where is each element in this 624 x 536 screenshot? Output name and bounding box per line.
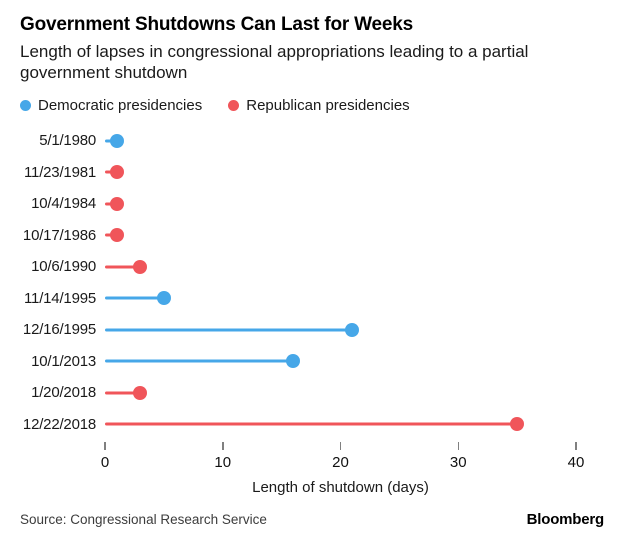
row-plot — [105, 345, 604, 377]
lollipop-stem — [105, 296, 164, 300]
lollipop-dot — [510, 417, 525, 432]
lollipop-dot — [133, 259, 148, 274]
chart-row: 11/14/1995 — [20, 282, 604, 314]
chart-subtitle: Length of lapses in congressional approp… — [20, 41, 529, 82]
x-tick-label: 10 — [214, 453, 232, 471]
x-axis-title: Length of shutdown (days) — [252, 478, 429, 496]
lollipop-dot — [109, 196, 124, 211]
chart-row: 12/22/2018 — [20, 408, 604, 440]
x-tick-mark — [104, 441, 106, 450]
lollipop-dot — [156, 291, 171, 306]
chart-row: 10/4/1984 — [20, 188, 604, 220]
row-label: 10/4/1984 — [31, 195, 96, 213]
legend: Democratic presidencies Republican presi… — [20, 97, 604, 114]
democratic-dot-icon — [20, 99, 31, 111]
lollipop-stem — [105, 422, 518, 426]
lollipop-stem — [105, 359, 294, 363]
row-label: 10/17/1986 — [22, 226, 96, 244]
row-plot — [105, 219, 604, 251]
x-tick-mark — [339, 441, 342, 450]
lollipop-stem — [105, 328, 353, 332]
row-label: 10/1/2013 — [31, 352, 96, 370]
lollipop-chart: 5/1/1980 11/23/1981 10/4/1984 10/17/1986 10/… — [20, 125, 604, 440]
chart-row: 11/23/1981 — [20, 156, 604, 188]
row-plot — [105, 408, 604, 440]
chart-row: 1/20/2018 — [20, 377, 604, 409]
row-label: 1/20/2018 — [31, 384, 96, 402]
row-label: 5/1/1980 — [39, 132, 96, 150]
chart-row: 10/17/1986 — [20, 219, 604, 251]
chart-title: Government Shutdowns Can Last for Weeks — [20, 14, 414, 35]
x-tick-mark — [222, 441, 224, 450]
row-plot — [105, 282, 604, 314]
row-plot — [105, 125, 604, 157]
x-tick-label: 20 — [332, 453, 349, 471]
x-axis: 0 10 20 30 40 — [101, 440, 604, 472]
lollipop-dot — [109, 165, 124, 180]
legend-label: Democratic presidencies — [38, 96, 203, 114]
lollipop-dot — [109, 228, 124, 243]
legend-label: Republican presidencies — [246, 96, 410, 114]
row-plot — [105, 314, 604, 346]
legend-item-democratic: Democratic presidencies — [20, 97, 202, 114]
row-plot — [105, 251, 604, 283]
lollipop-dot — [286, 354, 301, 369]
lollipop-dot — [109, 133, 124, 148]
x-tick-mark — [457, 441, 459, 450]
legend-item-republican: Republican presidencies — [228, 96, 410, 114]
x-tick-mark — [575, 441, 577, 450]
chart-row: 10/6/1990 — [20, 251, 604, 283]
row-label: 11/23/1981 — [24, 163, 96, 181]
chart-row: 5/1/1980 — [20, 125, 604, 157]
x-tick-label: 40 — [567, 453, 585, 471]
row-plot — [105, 188, 604, 220]
source-note: Source: Congressional Research Service — [20, 511, 267, 527]
row-plot — [105, 377, 604, 409]
x-tick-label: 30 — [449, 453, 467, 471]
row-label: 12/16/1995 — [22, 321, 96, 339]
chart-row: 12/16/1995 — [20, 314, 604, 346]
x-tick-label: 0 — [100, 453, 110, 471]
footer: Source: Congressional Research Service B… — [20, 511, 604, 528]
row-label: 10/6/1990 — [31, 258, 96, 276]
lollipop-dot — [345, 322, 360, 337]
lollipop-stem — [105, 265, 141, 269]
row-plot — [105, 156, 604, 188]
chart-row: 10/1/2013 — [20, 345, 604, 377]
bloomberg-logo: Bloomberg — [526, 510, 605, 528]
row-label: 11/14/1995 — [24, 289, 96, 307]
republican-dot-icon — [228, 99, 240, 111]
lollipop-stem — [105, 391, 141, 395]
row-label: 12/22/2018 — [22, 415, 96, 433]
lollipop-dot — [133, 385, 148, 400]
